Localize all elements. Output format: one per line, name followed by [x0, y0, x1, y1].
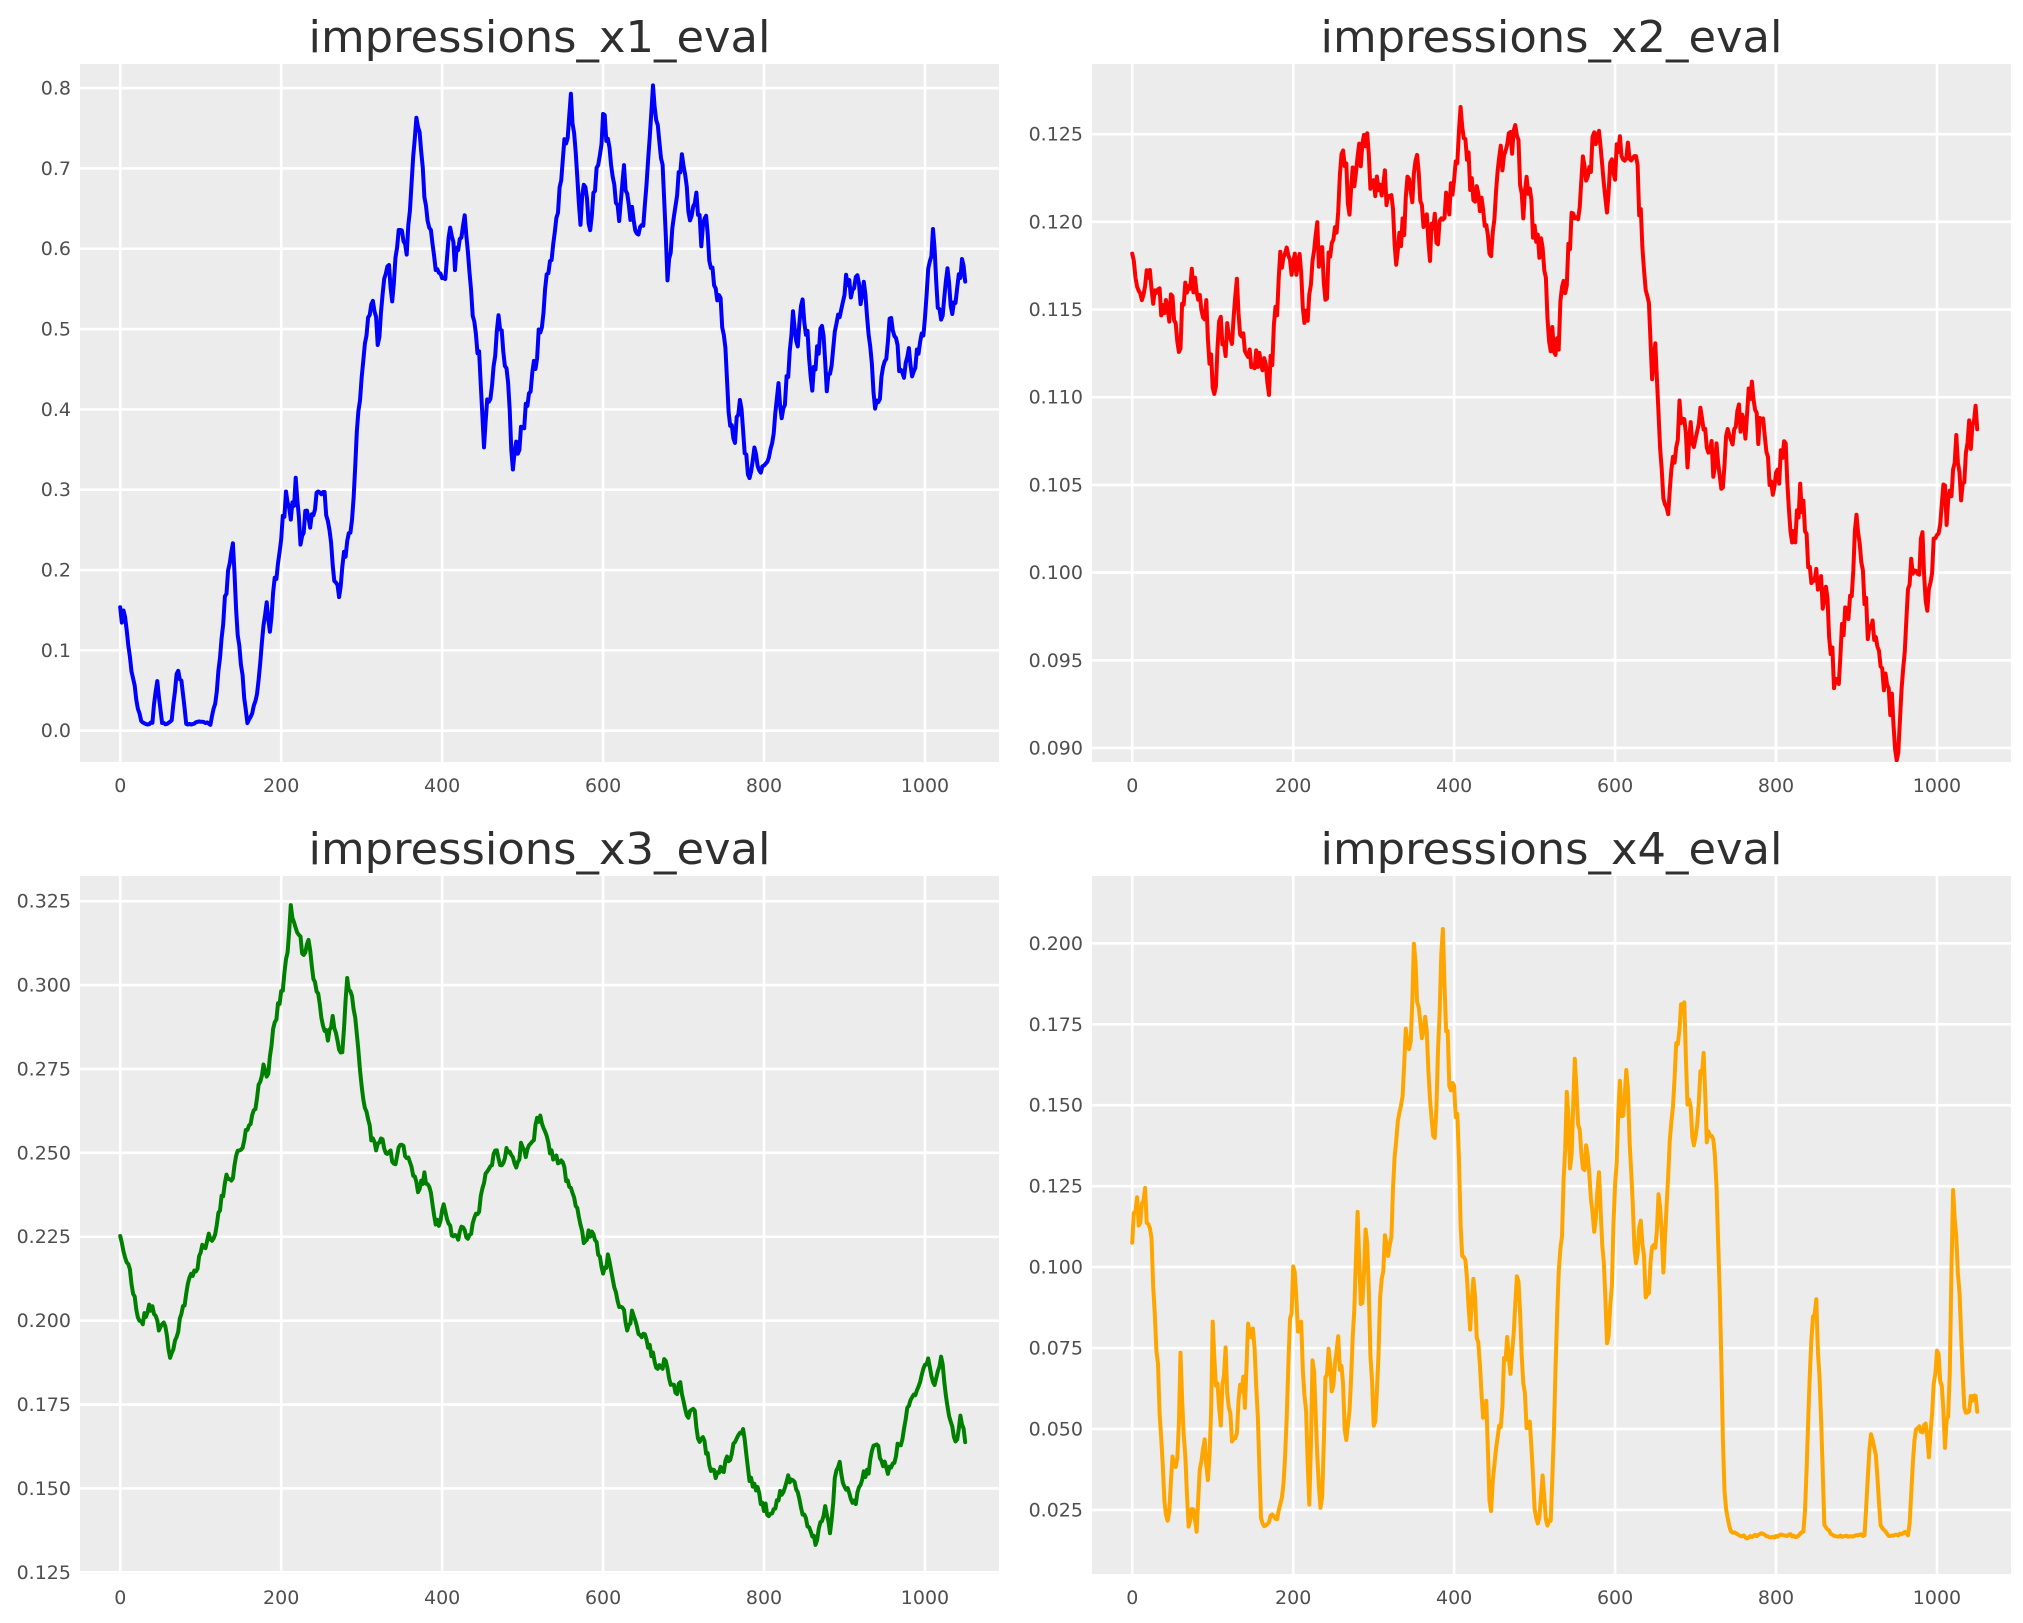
x-axis-tick-labels: 0 200 400 600 800 1000 — [1126, 1587, 1961, 1609]
y-tick-label: 0.125 — [1028, 1175, 1082, 1197]
impressions-x2-eval-plot: 0 200 400 600 800 1000 0.090 0.095 0.100 0.105 0.1… — [1028, 12, 2011, 797]
plot-area — [80, 875, 999, 1574]
x-tick-label: 200 — [263, 775, 299, 797]
y-tick-label: 0.105 — [1028, 474, 1082, 496]
y-tick-label: 0.100 — [1028, 562, 1082, 584]
y-tick-label: 0.4 — [41, 399, 71, 421]
y-tick-label: 0.175 — [17, 1394, 71, 1416]
chart-impressions-x2-eval: 0 200 400 600 800 1000 0.090 0.095 0.100 0.105 0.1… — [1012, 0, 2023, 812]
y-tick-label: 0.115 — [1028, 299, 1082, 321]
y-axis-tick-labels: 0.090 0.095 0.100 0.105 0.110 0.115 0.120 0.125 — [1028, 124, 1082, 760]
y-tick-label: 0.025 — [1028, 1499, 1082, 1521]
y-tick-label: 0.275 — [17, 1058, 71, 1080]
chart-title-x4: impressions_x4_eval — [1320, 824, 1782, 875]
x-tick-label: 1000 — [901, 1587, 949, 1609]
x-tick-label: 400 — [1435, 775, 1471, 797]
x-axis-tick-labels: 0 200 400 600 800 1000 — [114, 775, 949, 797]
y-tick-label: 0.7 — [41, 158, 71, 180]
x-tick-label: 200 — [1275, 1587, 1311, 1609]
x-tick-label: 800 — [1757, 775, 1793, 797]
y-tick-label: 0.150 — [17, 1477, 71, 1499]
y-tick-label: 0.100 — [1028, 1256, 1082, 1278]
x-axis-tick-labels: 0 200 400 600 800 1000 — [114, 1587, 949, 1609]
impressions-x4-eval-plot: 0 200 400 600 800 1000 0.025 0.050 0.075 0.100 0.1… — [1028, 824, 2011, 1609]
chart-impressions-x1-eval: 0 200 400 600 800 1000 0.0 0.1 0.2 0.3 0.4 0.5 0.6 0.… — [0, 0, 1012, 812]
y-tick-label: 0.3 — [41, 479, 71, 501]
y-tick-label: 0.1 — [41, 640, 71, 662]
x-tick-label: 600 — [1596, 775, 1632, 797]
x-tick-label: 200 — [263, 1587, 299, 1609]
plot-area — [1091, 64, 2011, 762]
y-tick-label: 0.200 — [17, 1310, 71, 1332]
y-tick-label: 0.075 — [1028, 1337, 1082, 1359]
x-tick-label: 400 — [1435, 1587, 1471, 1609]
x-tick-label: 800 — [1757, 1587, 1793, 1609]
y-axis-tick-labels: 0.025 0.050 0.075 0.100 0.125 0.150 0.175 0.200 — [1028, 932, 1082, 1521]
x-tick-label: 0 — [1126, 1587, 1138, 1609]
y-tick-label: 0.125 — [1028, 124, 1082, 146]
y-tick-label: 0.120 — [1028, 211, 1082, 233]
y-tick-label: 0.050 — [1028, 1418, 1082, 1440]
x-tick-label: 1000 — [901, 775, 949, 797]
impressions-x3-eval-plot: 0 200 400 600 800 1000 0.125 0.150 0.175 0.200 0.2… — [17, 824, 999, 1609]
y-tick-label: 0.125 — [17, 1561, 71, 1583]
y-tick-label: 0.2 — [41, 560, 71, 582]
x-tick-label: 200 — [1275, 775, 1311, 797]
x-axis-tick-labels: 0 200 400 600 800 1000 — [1126, 775, 1961, 797]
x-tick-label: 800 — [746, 1587, 782, 1609]
x-tick-label: 600 — [585, 775, 621, 797]
chart-impressions-x4-eval: 0 200 400 600 800 1000 0.025 0.050 0.075 0.100 0.1… — [1012, 812, 2023, 1623]
y-tick-label: 0.250 — [17, 1142, 71, 1164]
y-tick-label: 0.150 — [1028, 1094, 1082, 1116]
impressions-x1-eval-plot: 0 200 400 600 800 10000.00.10.20.30.40.50.60.… — [41, 12, 999, 797]
y-tick-label: 0.225 — [17, 1226, 71, 1248]
gridlines — [1091, 64, 2011, 762]
x-tick-label: 1000 — [1912, 775, 1960, 797]
y-tick-label: 0.200 — [1028, 932, 1082, 954]
y-tick-label: 0.090 — [1028, 737, 1082, 759]
y-tick-label: 0.095 — [1028, 650, 1082, 672]
x-tick-label: 600 — [585, 1587, 621, 1609]
series-line — [1129, 926, 1979, 1540]
x-tick-label: 0 — [114, 1587, 126, 1609]
y-tick-label: 0.8 — [41, 78, 71, 100]
x-tick-label: 400 — [424, 1587, 460, 1609]
y-tick-label: 0.5 — [41, 319, 71, 341]
y-tick-label: 0.175 — [1028, 1013, 1082, 1035]
x-tick-label: 400 — [424, 775, 460, 797]
x-tick-label: 600 — [1596, 1587, 1632, 1609]
series-line — [118, 902, 968, 1547]
y-tick-label: 0.325 — [17, 890, 71, 912]
x-tick-label: 0 — [114, 775, 126, 797]
y-axis-tick-labels: 0.0 0.1 0.2 0.3 0.4 0.5 0.6 0.7 0.8 — [41, 78, 71, 743]
y-axis-tick-labels: 0.125 0.150 0.175 0.200 0.225 0.250 0.275 0.300… — [17, 890, 71, 1583]
series-line — [1129, 105, 1979, 762]
chart-title-x1: impressions_x1_eval — [309, 12, 771, 63]
chart-impressions-x3-eval: 0 200 400 600 800 1000 0.125 0.150 0.175 0.200 0.2… — [0, 812, 1012, 1623]
x-tick-label: 0 — [1126, 775, 1138, 797]
y-tick-label: 0.6 — [41, 238, 71, 260]
x-tick-label: 1000 — [1912, 1587, 1960, 1609]
gridlines — [1091, 875, 2011, 1574]
plot-area — [80, 64, 999, 762]
x-tick-label: 800 — [746, 775, 782, 797]
y-tick-label: 0.0 — [41, 720, 71, 742]
y-tick-label: 0.110 — [1028, 387, 1082, 409]
chart-title-x3: impressions_x3_eval — [309, 824, 771, 875]
chart-title-x2: impressions_x2_eval — [1320, 12, 1782, 63]
series-line — [118, 83, 968, 727]
y-tick-label: 0.300 — [17, 974, 71, 996]
